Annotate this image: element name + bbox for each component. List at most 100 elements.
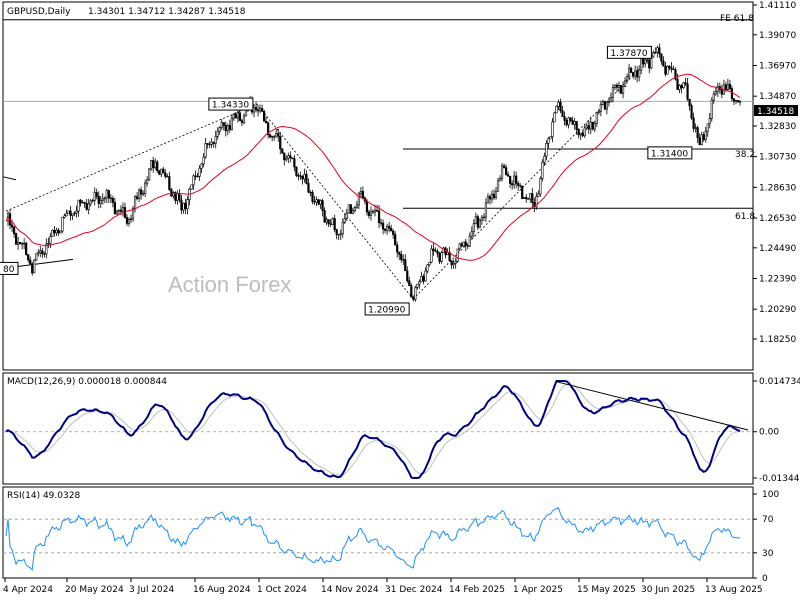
- candle-body: [283, 152, 286, 161]
- candle-body: [373, 210, 377, 213]
- candle-body: [688, 98, 691, 107]
- date-tick-label: 4 Apr 2024: [3, 585, 53, 595]
- macd-tick-label: 0.014734: [759, 377, 800, 387]
- candle-body: [678, 85, 681, 90]
- candle-body: [412, 296, 415, 300]
- candle-body: [474, 216, 477, 224]
- candle-body: [111, 198, 114, 203]
- candle-body: [232, 114, 235, 119]
- date-tick-label: 15 May 2025: [577, 585, 636, 595]
- candle-body: [59, 230, 62, 234]
- candle-body: [511, 183, 514, 186]
- candle-body: [696, 127, 699, 139]
- candle-body: [305, 174, 308, 184]
- macd-lines: [5, 380, 749, 479]
- candle-body: [12, 226, 16, 234]
- candle-body: [392, 230, 395, 235]
- candle-body: [234, 114, 237, 119]
- candle-body: [500, 165, 504, 179]
- candle-body: [355, 204, 358, 208]
- price-label-box: [647, 146, 693, 160]
- price-tick-label: 1.36970: [759, 61, 796, 71]
- candle-body: [172, 192, 175, 197]
- chart-title: GBPUSD,Daily: [7, 7, 71, 17]
- candle-body: [200, 163, 203, 169]
- rsi-levels: [3, 518, 753, 554]
- candle-body: [714, 91, 717, 95]
- candle-body: [521, 185, 524, 199]
- candle-body: [692, 117, 695, 129]
- candle-body: [466, 245, 469, 247]
- candle-body: [575, 121, 578, 130]
- rsi-tick-label: 70: [762, 515, 774, 525]
- candle-body: [168, 176, 171, 190]
- candle-body: [329, 223, 332, 225]
- rsi-path: [5, 507, 741, 571]
- candle-body: [734, 100, 738, 102]
- candle-body: [674, 69, 677, 80]
- candle-body: [523, 197, 526, 199]
- date-axis: 4 Apr 2024 20 May 2024 3 Jul 2024 16 Aug 20…: [3, 578, 763, 595]
- candle-body: [732, 98, 736, 102]
- candle-body: [452, 263, 455, 266]
- candle-body: [636, 70, 639, 78]
- macd-trendline: [556, 381, 749, 431]
- candle-body: [263, 111, 266, 122]
- candle-body: [668, 65, 671, 69]
- candle-body: [115, 210, 119, 215]
- candle-body: [710, 99, 713, 119]
- candle-body: [140, 189, 143, 195]
- candle-body: [371, 211, 375, 213]
- price-tick-label: 1.41110: [759, 1, 796, 11]
- candle-body: [529, 193, 532, 200]
- date-tick-label: 3 Jul 2024: [129, 585, 174, 595]
- candle-body: [281, 148, 284, 154]
- candle-body: [422, 276, 425, 282]
- candle-body: [507, 174, 510, 177]
- candle-body: [535, 196, 538, 207]
- candle-body: [531, 193, 534, 203]
- candle-body: [10, 224, 14, 228]
- candle-body: [607, 101, 611, 103]
- candle-body: [410, 285, 413, 298]
- candle-body: [55, 229, 58, 234]
- candle-body: [297, 175, 300, 177]
- candle-body: [456, 248, 459, 262]
- candle-body: [716, 86, 719, 92]
- candle-body: [315, 199, 318, 203]
- candle-body: [170, 189, 173, 197]
- candle-body: [148, 168, 151, 181]
- candle-body: [83, 202, 86, 204]
- candle-body: [720, 89, 723, 95]
- candle-body: [361, 191, 365, 199]
- candle-body: [654, 52, 657, 54]
- candle-body: [379, 222, 383, 224]
- fib-382-label: 38.2: [735, 150, 755, 160]
- candle-body: [333, 218, 336, 230]
- candle-body: [271, 136, 274, 138]
- candle-body: [323, 210, 326, 223]
- candle-body: [307, 183, 310, 193]
- candle-body: [117, 209, 121, 212]
- candle-body: [311, 192, 314, 202]
- candle-body: [146, 179, 149, 184]
- candle-body: [545, 143, 548, 157]
- candle-body: [434, 250, 437, 252]
- candle-body: [593, 123, 596, 130]
- price-label: 1.20990: [368, 305, 405, 315]
- date-tick-label: 16 Aug 2024: [193, 585, 251, 595]
- candle-body: [565, 120, 568, 126]
- candle-body: [67, 210, 70, 214]
- candle-body: [325, 219, 328, 223]
- candle-body: [47, 243, 50, 245]
- candle-body: [99, 200, 102, 204]
- candle-body: [476, 216, 479, 228]
- price-label-box: [606, 45, 652, 59]
- candle-body: [632, 72, 635, 77]
- candle-body: [555, 106, 558, 114]
- candle-body: [131, 207, 135, 220]
- candle-body: [589, 121, 592, 130]
- candle-body: [174, 192, 177, 201]
- last-price-label: 1.34518: [757, 107, 794, 117]
- candle-body: [135, 196, 139, 199]
